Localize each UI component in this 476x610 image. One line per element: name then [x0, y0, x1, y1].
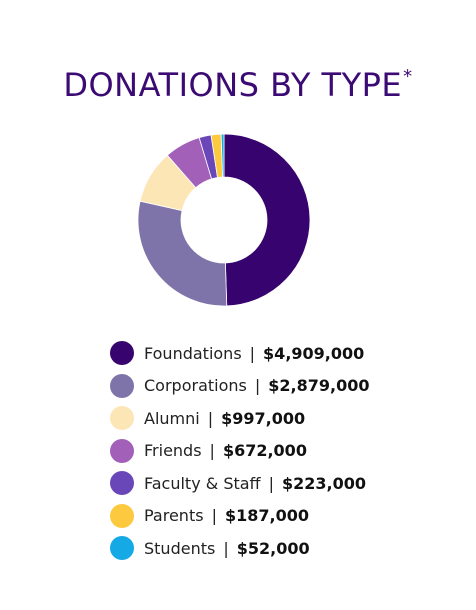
legend-amount-label: $4,909,000: [263, 343, 365, 363]
legend-text: Alumni | $997,000: [144, 409, 305, 428]
legend-item-foundations: Foundations | $4,909,000: [110, 337, 450, 370]
legend-separator: |: [209, 441, 215, 461]
legend-amount-label: $52,000: [236, 538, 310, 558]
legend-item-friends: Friends | $672,000: [110, 435, 450, 468]
chart-title-text: DONATIONS BY TYPE: [63, 66, 403, 104]
chart-title: DONATIONS BY TYPE*: [0, 66, 476, 104]
legend-swatch: [110, 536, 134, 561]
legend-swatch: [110, 503, 134, 528]
legend-item-alumni: Alumni | $997,000: [110, 402, 450, 435]
legend-category-label: Corporations: [144, 376, 247, 396]
legend-item-students: Students | $52,000: [110, 532, 450, 565]
legend-swatch: [110, 373, 134, 398]
legend-category-label: Students: [144, 538, 216, 558]
legend-text: Parents | $187,000: [144, 506, 309, 525]
legend-separator: |: [254, 376, 261, 396]
legend-text: Faculty & Staff | $223,000: [144, 474, 366, 493]
donut-slice-corporations: [137, 200, 228, 307]
legend-category-label: Foundations: [144, 343, 242, 363]
legend-separator: |: [211, 506, 217, 526]
legend-text: Foundations | $4,909,000: [144, 344, 364, 363]
legend-swatch: [110, 406, 134, 431]
legend-separator: |: [223, 538, 229, 558]
legend-item-parents: Parents | $187,000: [110, 500, 450, 533]
donut-slice-students: [220, 133, 225, 178]
legend-category-label: Alumni: [144, 408, 200, 428]
legend: Foundations | $4,909,000 Corporations | $2,87…: [110, 337, 450, 565]
legend-amount-label: $997,000: [221, 408, 306, 428]
legend-swatch: [110, 341, 134, 366]
legend-swatch: [110, 438, 134, 463]
legend-amount-label: $2,879,000: [268, 376, 370, 396]
legend-category-label: Faculty & Staff: [144, 473, 261, 493]
legend-amount-label: $223,000: [281, 473, 366, 493]
legend-category-label: Parents: [144, 506, 204, 526]
legend-category-label: Friends: [144, 441, 202, 461]
legend-text: Students | $52,000: [144, 539, 310, 558]
legend-amount-label: $672,000: [222, 441, 307, 461]
legend-amount-label: $187,000: [224, 506, 309, 526]
legend-item-faculty-staff: Faculty & Staff | $223,000: [110, 467, 450, 500]
legend-swatch: [110, 471, 134, 496]
legend-separator: |: [249, 343, 256, 363]
title-footnote-mark: *: [403, 66, 413, 87]
legend-text: Friends | $672,000: [144, 441, 307, 460]
legend-item-corporations: Corporations | $2,879,000: [110, 370, 450, 403]
legend-separator: |: [207, 408, 214, 428]
legend-text: Corporations | $2,879,000: [144, 376, 369, 395]
legend-separator: |: [268, 473, 274, 493]
donut-slice-foundations: [223, 133, 311, 307]
